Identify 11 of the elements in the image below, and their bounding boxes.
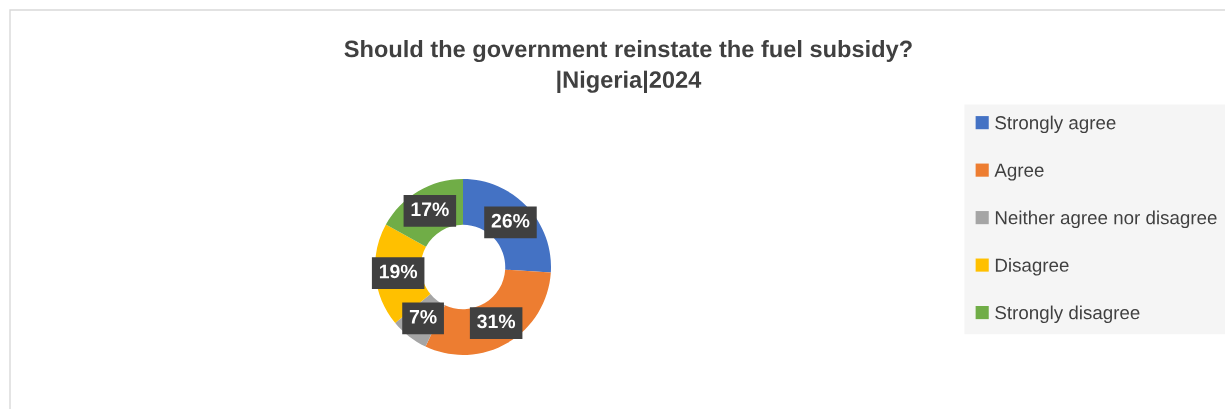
legend-label: Neither agree nor disagree <box>995 210 1217 229</box>
data-label: 31% <box>477 314 516 329</box>
chart-title: Should the government reinstate the fuel subsidy? |Nigeria|2024 <box>344 40 912 94</box>
legend-label: Strongly disagree <box>995 305 1140 324</box>
legend-label: Strongly agree <box>995 115 1116 134</box>
data-label: 7% <box>409 309 437 324</box>
data-label: 17% <box>411 202 449 217</box>
legend-label: Agree <box>994 163 1044 181</box>
legend-label: Disagree <box>995 258 1069 276</box>
data-label: 26% <box>491 213 530 228</box>
data-label: 19% <box>379 264 418 279</box>
